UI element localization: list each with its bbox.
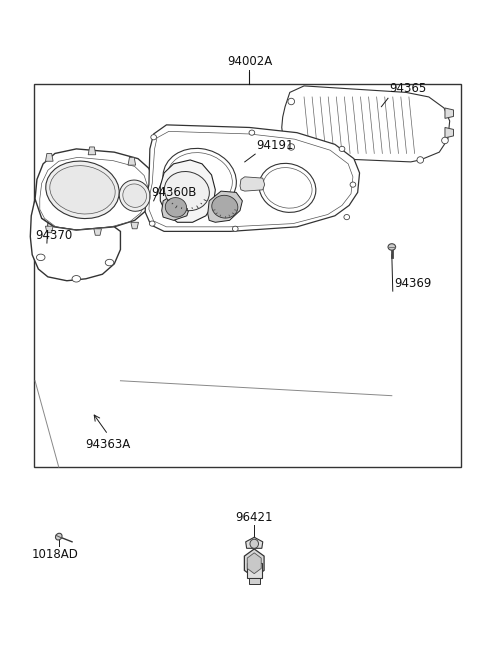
Ellipse shape <box>259 163 316 212</box>
Ellipse shape <box>46 161 119 219</box>
Text: 94365: 94365 <box>389 82 427 95</box>
Ellipse shape <box>72 276 81 282</box>
Polygon shape <box>208 191 242 222</box>
Text: 94360B: 94360B <box>151 186 196 199</box>
Ellipse shape <box>249 130 255 136</box>
Polygon shape <box>131 222 138 229</box>
Polygon shape <box>30 199 120 281</box>
Ellipse shape <box>350 182 356 187</box>
Polygon shape <box>240 177 264 191</box>
Ellipse shape <box>339 146 345 151</box>
Polygon shape <box>249 578 260 584</box>
Polygon shape <box>246 537 263 548</box>
Ellipse shape <box>388 244 396 250</box>
Polygon shape <box>445 108 454 119</box>
Ellipse shape <box>288 143 295 150</box>
Ellipse shape <box>288 98 295 105</box>
Ellipse shape <box>344 214 349 219</box>
Ellipse shape <box>165 198 187 217</box>
Text: 94191: 94191 <box>257 139 294 152</box>
Ellipse shape <box>151 135 156 140</box>
Polygon shape <box>46 153 53 161</box>
Text: 94363A: 94363A <box>85 438 131 451</box>
Polygon shape <box>160 160 216 222</box>
Polygon shape <box>35 149 154 230</box>
Text: 1018AD: 1018AD <box>32 548 78 561</box>
Text: 94002A: 94002A <box>227 55 272 67</box>
Ellipse shape <box>36 254 45 261</box>
Ellipse shape <box>250 539 259 548</box>
Ellipse shape <box>212 195 238 218</box>
Ellipse shape <box>119 180 150 212</box>
Ellipse shape <box>442 137 448 143</box>
Ellipse shape <box>123 184 146 208</box>
Polygon shape <box>244 549 264 578</box>
Polygon shape <box>145 125 360 231</box>
Bar <box>34 84 461 467</box>
Ellipse shape <box>163 149 236 210</box>
Polygon shape <box>88 147 96 155</box>
Ellipse shape <box>50 166 115 214</box>
Text: 96421: 96421 <box>236 511 273 523</box>
Ellipse shape <box>417 157 424 163</box>
Ellipse shape <box>56 533 62 540</box>
Text: 94370: 94370 <box>35 229 72 242</box>
Text: 94369: 94369 <box>395 277 432 290</box>
Ellipse shape <box>232 226 238 231</box>
Polygon shape <box>445 128 454 138</box>
Polygon shape <box>247 563 262 578</box>
Polygon shape <box>128 157 136 165</box>
Polygon shape <box>94 229 101 235</box>
Ellipse shape <box>105 259 114 266</box>
Polygon shape <box>162 195 190 220</box>
Polygon shape <box>282 86 450 162</box>
Ellipse shape <box>149 221 155 226</box>
Polygon shape <box>46 226 53 233</box>
Ellipse shape <box>164 172 209 211</box>
Polygon shape <box>247 553 261 574</box>
